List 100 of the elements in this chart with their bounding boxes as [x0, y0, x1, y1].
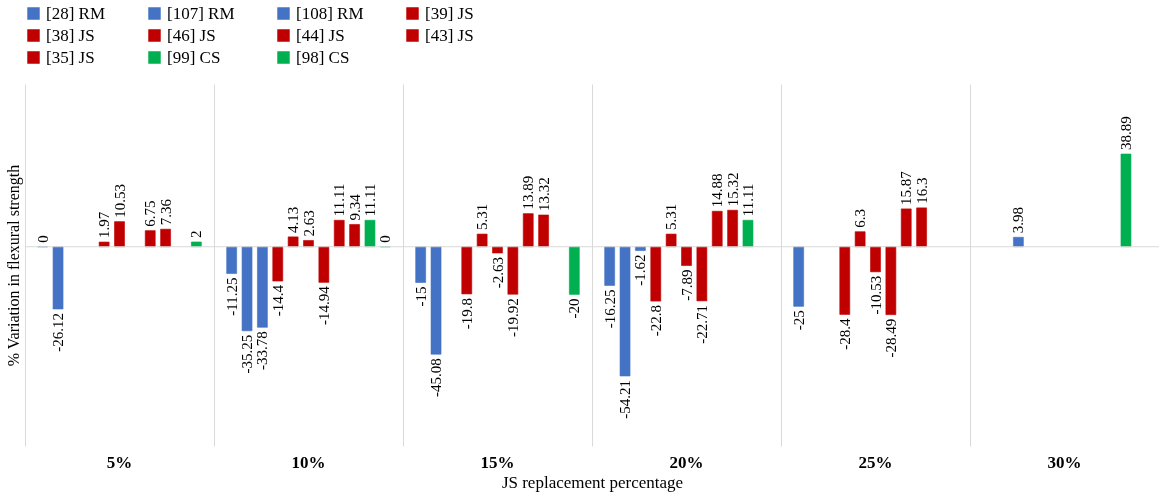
- data-label: -28.4: [836, 317, 853, 350]
- data-label: 11.11: [739, 183, 756, 217]
- bar: [287, 236, 299, 248]
- data-label: 15.32: [724, 172, 741, 207]
- bar: [430, 246, 442, 355]
- bar: [665, 233, 677, 248]
- data-label: -26.12: [50, 313, 67, 352]
- bar: [492, 246, 503, 254]
- data-label: -1.62: [632, 254, 649, 286]
- x-tick-label: 15%: [480, 452, 515, 472]
- data-label: -2.63: [489, 257, 506, 289]
- x-tick-label: 30%: [1047, 452, 1082, 472]
- bar: [333, 219, 345, 248]
- bar: [98, 241, 110, 248]
- legend-label: [35] JS: [46, 47, 95, 67]
- bar: [1120, 153, 1132, 248]
- legend-label: [39] JS: [425, 3, 474, 23]
- x-tick-label: 10%: [291, 452, 326, 472]
- data-label: -20: [566, 298, 583, 319]
- data-label: -11.25: [223, 277, 240, 316]
- data-label: -22.8: [647, 305, 664, 337]
- data-label: -15: [412, 286, 429, 307]
- data-label: 4.13: [285, 206, 302, 233]
- data-label: -25: [790, 310, 807, 331]
- bar: [619, 246, 631, 377]
- data-label: -16.25: [601, 289, 618, 329]
- bar: [415, 246, 426, 283]
- data-label: -14.4: [269, 284, 286, 317]
- bar: [711, 210, 723, 248]
- data-label: 1.97: [96, 211, 113, 239]
- bar: [257, 246, 268, 328]
- bar: [364, 219, 376, 248]
- bar: [476, 233, 488, 248]
- legend-label: [28] RM: [46, 3, 106, 23]
- data-label: 38.89: [1117, 116, 1134, 150]
- bar: [696, 246, 708, 302]
- bar: [569, 246, 580, 295]
- data-label: 7.36: [157, 198, 174, 226]
- bar: [522, 213, 534, 248]
- x-tick-label: 20%: [669, 452, 704, 472]
- bar: [650, 246, 662, 302]
- bar: [318, 246, 330, 283]
- data-label: -19.8: [458, 297, 475, 330]
- data-label: 16.3: [913, 177, 930, 204]
- bar: [604, 246, 615, 286]
- bar: [538, 214, 549, 248]
- bar: [160, 228, 171, 248]
- x-tick-label: 25%: [858, 452, 893, 472]
- data-label: -28.49: [882, 318, 899, 358]
- bar: [793, 246, 804, 307]
- bar: [349, 224, 360, 248]
- bar: [916, 207, 927, 248]
- data-label: -22.71: [693, 304, 710, 344]
- data-label: 11.11: [361, 183, 378, 217]
- x-axis-title: JS replacement percentage: [501, 472, 684, 492]
- data-label: 5.31: [663, 203, 680, 231]
- bar: [52, 246, 64, 310]
- bar: [303, 240, 314, 248]
- data-label: 0: [34, 235, 51, 243]
- data-label: 14.88: [709, 173, 726, 208]
- data-label: 9.34: [346, 193, 363, 221]
- bar: [900, 208, 912, 248]
- data-label: 15.87: [898, 170, 915, 205]
- bar: [461, 246, 473, 295]
- bar: [507, 246, 519, 295]
- data-label: 6.3: [852, 208, 869, 228]
- bar: [144, 230, 156, 248]
- bar: [272, 246, 284, 282]
- bar: [635, 246, 646, 251]
- bar: [681, 246, 692, 266]
- data-label: 5.31: [474, 203, 491, 231]
- bar: [854, 231, 866, 248]
- data-label: 3.98: [1010, 206, 1027, 234]
- legend-label: [98] CS: [296, 47, 350, 67]
- data-label: 13.89: [520, 175, 537, 210]
- bar: [885, 246, 897, 315]
- legend-label: [38] JS: [46, 25, 95, 45]
- bar: [839, 246, 851, 315]
- legend-label: [107] RM: [167, 3, 235, 23]
- bar: [226, 246, 237, 274]
- data-label: -7.89: [678, 269, 695, 301]
- data-label: 6.75: [142, 200, 159, 227]
- legend-label: [44] JS: [296, 25, 345, 45]
- legend-label: [43] JS: [425, 25, 474, 45]
- data-label: -33.78: [254, 331, 271, 371]
- data-label: -35.25: [239, 334, 256, 374]
- y-axis-title: % Variation in flexural strength: [4, 164, 23, 367]
- bar: [241, 246, 253, 332]
- bar: [870, 246, 881, 273]
- bar: [1013, 236, 1024, 248]
- legend-label: [46] JS: [167, 25, 216, 45]
- data-label: -19.92: [504, 298, 521, 337]
- data-label: 0: [377, 235, 394, 243]
- bar: [742, 219, 754, 248]
- legend-label: [108] RM: [296, 3, 364, 23]
- legend-label: [99] CS: [167, 47, 221, 67]
- data-label: 11.11: [331, 183, 348, 217]
- x-tick-label: 5%: [106, 452, 133, 472]
- bar: [191, 241, 202, 248]
- data-label: -14.94: [315, 285, 332, 326]
